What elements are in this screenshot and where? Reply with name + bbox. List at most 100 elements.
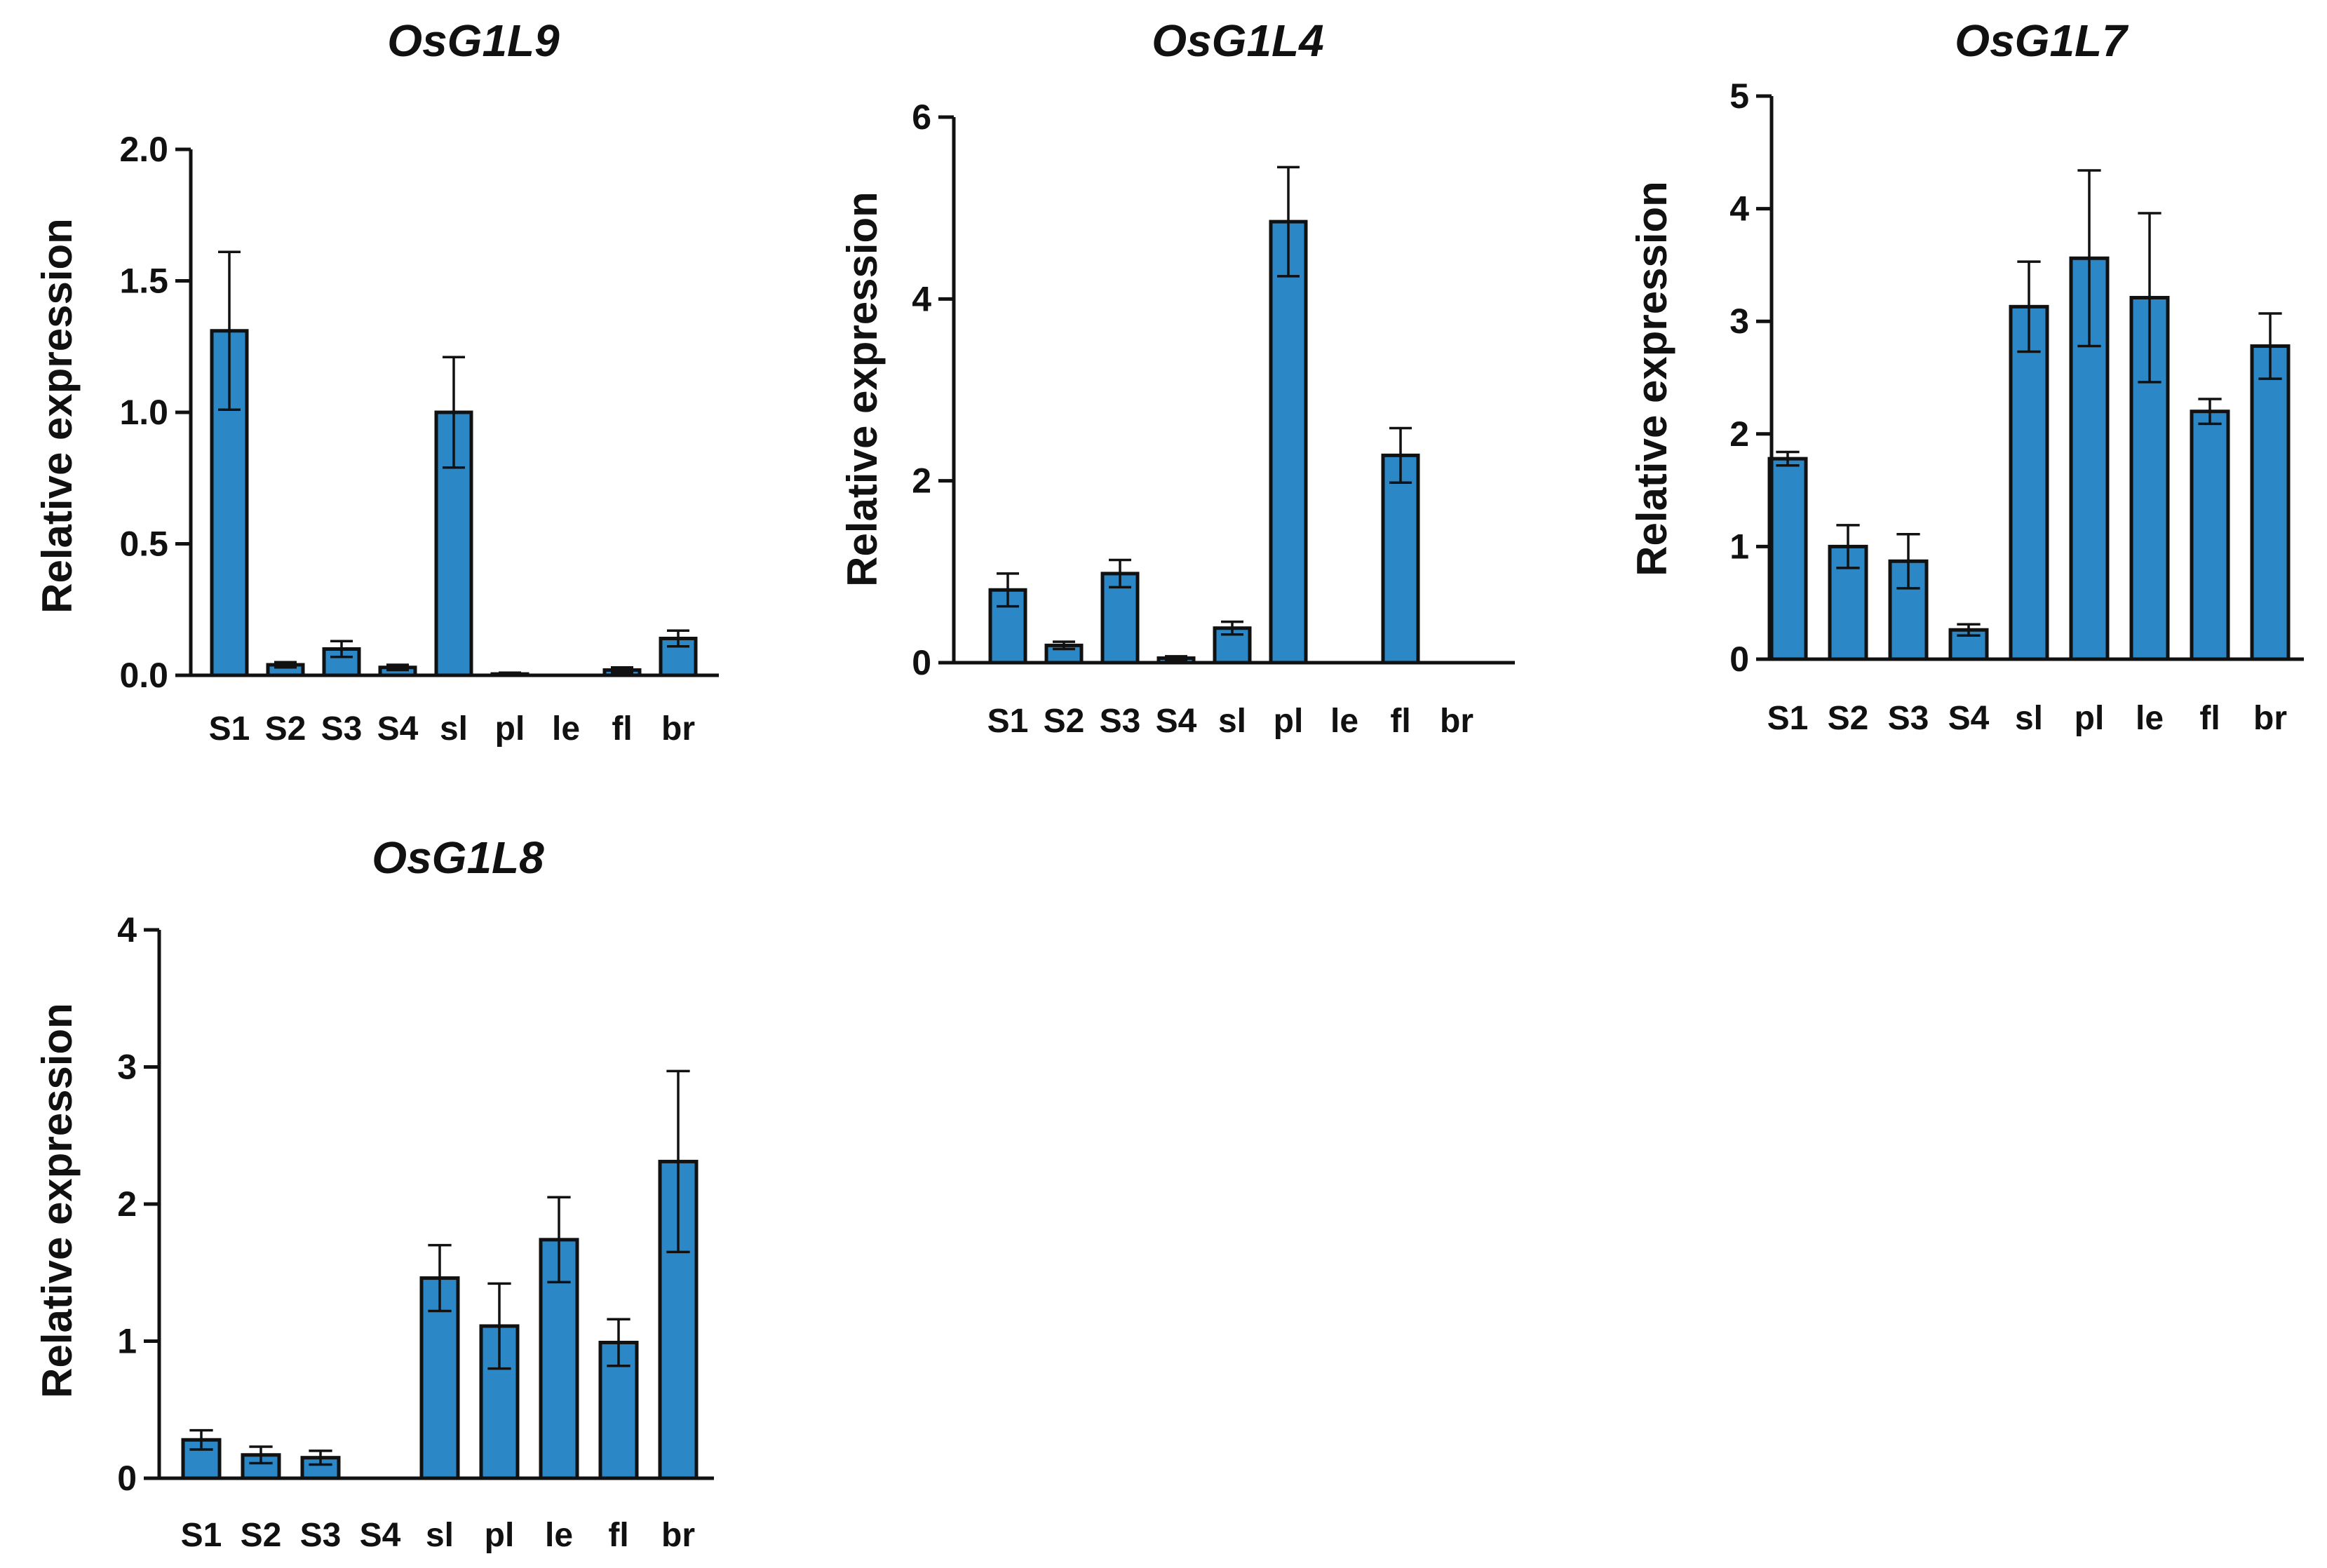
error-bar-S2	[274, 661, 297, 669]
y-tick-label: 0	[912, 643, 931, 682]
error-bar-le	[2138, 212, 2161, 384]
chart-title: OsG1L9	[387, 15, 560, 66]
error-bar-S1	[1776, 450, 1800, 467]
x-tick-label: le	[552, 710, 580, 748]
y-tick-label: 4	[912, 279, 931, 318]
y-axis-label: Relative expression	[1628, 181, 1675, 576]
error-bars	[1776, 169, 2282, 637]
x-tick-label: sl	[426, 1517, 454, 1554]
bar-br	[2250, 344, 2291, 661]
error-bar-S3	[309, 1449, 332, 1466]
x-tick-labels: S1 S2 S3 S4 sl pl le fl br	[181, 1517, 695, 1554]
error-bar-fl	[2198, 398, 2222, 426]
chart-title: OsG1L7	[1955, 15, 2129, 66]
x-tick-label: sl	[1218, 703, 1246, 740]
y-tick-label: 2	[117, 1184, 137, 1224]
x-tick-label: S4	[1948, 700, 1990, 737]
x-tick-label: br	[2253, 700, 2287, 737]
x-tick-label: S3	[321, 710, 363, 748]
y-ticks: 0 1 2 3 4	[117, 910, 159, 1498]
x-tick-label: fl	[2199, 700, 2220, 737]
x-tick-label: S2	[265, 710, 306, 748]
x-tick-labels: S1 S2 S3 S4 sl pl le fl br	[1767, 700, 2287, 737]
x-tick-label: sl	[2015, 700, 2043, 737]
error-bar-fl	[611, 666, 633, 674]
y-tick-label: 0.5	[119, 525, 168, 564]
bars	[988, 219, 1420, 665]
error-bar-S4	[386, 663, 409, 672]
bar-fl	[2190, 410, 2230, 661]
y-tick-label: 1	[117, 1322, 137, 1361]
bar-pl	[1269, 219, 1308, 665]
x-tick-label: fl	[1390, 703, 1410, 740]
x-tick-label: S1	[181, 1517, 222, 1554]
x-tick-label: br	[1440, 703, 1473, 740]
error-bar-S1	[218, 250, 241, 411]
y-ticks: 0 2 4 6	[912, 97, 954, 682]
error-bar-S3	[330, 640, 353, 658]
error-bars	[997, 165, 1412, 661]
y-axis-label: Relative expression	[34, 218, 81, 614]
y-tick-label: 4	[117, 910, 137, 949]
error-bar-S4	[1957, 623, 1981, 637]
chart-title: OsG1L8	[372, 832, 544, 883]
error-bar-br	[2258, 312, 2282, 380]
y-tick-label: 3	[1729, 302, 1749, 341]
x-tick-label: le	[2136, 700, 2164, 737]
x-tick-label: fl	[608, 1517, 628, 1554]
y-tick-label: 0.0	[119, 656, 168, 695]
x-tick-label: le	[545, 1517, 573, 1554]
y-tick-label: 1.0	[119, 393, 168, 432]
error-bar-pl	[487, 1282, 511, 1370]
x-tick-label: pl	[1274, 703, 1304, 740]
error-bar-sl	[2017, 260, 2041, 353]
error-bar-S1	[189, 1428, 213, 1451]
x-tick-label: br	[661, 710, 695, 748]
axes	[952, 117, 1515, 665]
error-bars	[218, 250, 689, 677]
error-bar-le	[547, 1196, 571, 1284]
axes	[157, 930, 714, 1480]
y-axis-label: Relative expression	[839, 191, 886, 587]
y-ticks: 0.0 0.5 1.0 1.5 2.0	[119, 130, 191, 695]
y-tick-label: 3	[117, 1048, 137, 1087]
y-ticks: 0 1 2 3 4 5	[1729, 76, 1772, 679]
x-tick-label: pl	[495, 710, 525, 748]
error-bar-S2	[249, 1445, 273, 1465]
y-tick-label: 1.5	[119, 262, 168, 301]
bars	[181, 1159, 699, 1480]
x-tick-label: sl	[440, 710, 468, 748]
x-tick-label: fl	[612, 710, 632, 748]
bar-sl	[2009, 304, 2049, 661]
y-tick-label: 0	[117, 1459, 137, 1498]
x-tick-label: S2	[1044, 703, 1085, 740]
x-tick-label: S4	[1156, 703, 1197, 740]
error-bar-fl	[607, 1318, 630, 1367]
error-bar-sl	[443, 356, 465, 469]
chart-panel-3: OsG1L7 Relative expression 0 1 2 3 4 5 S1 S2 S3…	[1628, 15, 2304, 737]
y-tick-label: 0	[1729, 640, 1749, 679]
error-bar-fl	[1389, 426, 1412, 485]
y-tick-label: 4	[1729, 189, 1749, 229]
error-bar-S2	[1053, 640, 1075, 651]
error-bar-sl	[428, 1243, 452, 1313]
x-tick-label: S2	[241, 1517, 282, 1554]
y-tick-label: 1	[1729, 527, 1749, 566]
error-bar-br	[666, 1069, 690, 1254]
error-bar-br	[667, 629, 689, 648]
error-bar-S4	[1165, 655, 1187, 661]
axes	[1769, 96, 2304, 661]
axes	[189, 149, 719, 677]
error-bar-S3	[1109, 558, 1131, 589]
error-bar-S1	[997, 572, 1019, 608]
error-bars	[189, 1069, 690, 1466]
x-tick-label: S4	[360, 1517, 401, 1554]
chart-title: OsG1L4	[1152, 15, 1323, 66]
y-tick-label: 2	[1729, 414, 1749, 454]
chart-panel-1: OsG1L9 Relative expression 0.0 0.5 1.0 1.5 2…	[34, 15, 719, 748]
x-tick-label: S3	[1888, 700, 1929, 737]
y-tick-label: 2.0	[119, 130, 168, 169]
error-bar-sl	[1221, 620, 1243, 636]
y-axis-label: Relative expression	[34, 1003, 81, 1398]
